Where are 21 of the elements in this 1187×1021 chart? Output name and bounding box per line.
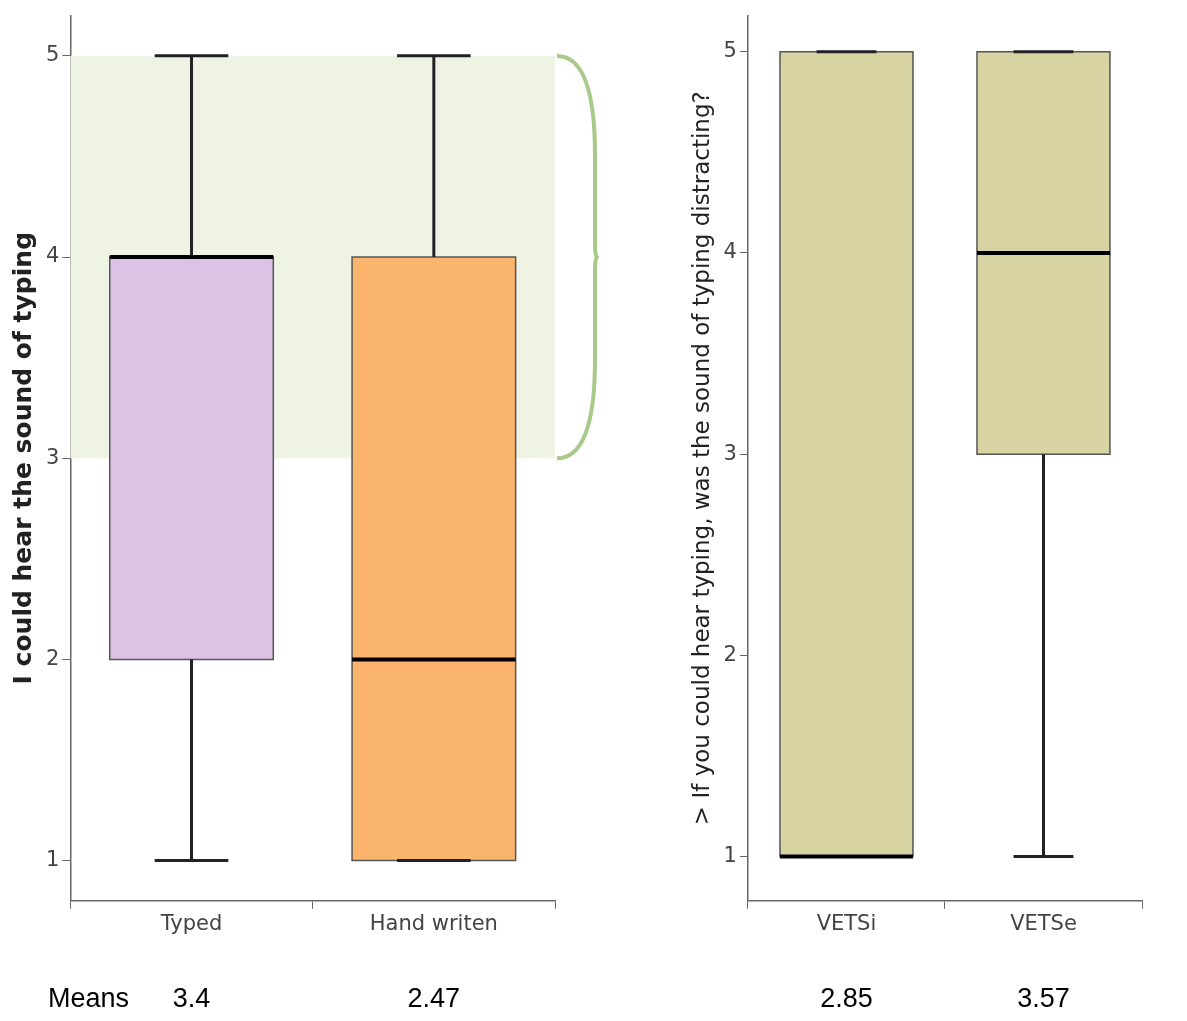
text: 2.85: [820, 983, 873, 1014]
y-tick-label: 1: [723, 842, 737, 867]
text: 3.4: [172, 983, 211, 1014]
y-tick-label: 4: [723, 239, 737, 264]
y-axis-title: > If you could hear typing, was the sound of typing distracting?: [687, 91, 714, 826]
y-tick-label: 3: [45, 444, 60, 469]
x-tick-label: VETSi: [816, 910, 877, 935]
text: Means: [48, 983, 130, 1014]
y-tick-label: 3: [723, 440, 737, 465]
x-tick-label: VETSe: [1010, 910, 1077, 935]
y-axis-title: I could hear the sound of typing: [7, 231, 37, 685]
x-tick-label: Typed: [159, 910, 223, 935]
text: 2.47: [407, 983, 461, 1014]
y-tick-label: 1: [45, 847, 60, 872]
y-tick-label: 5: [723, 38, 737, 63]
y-tick-label: 2: [723, 641, 737, 666]
y-tick-label: 5: [45, 42, 60, 67]
y-tick-label: 4: [45, 243, 60, 268]
y-tick-label: 2: [45, 645, 60, 670]
x-tick-label: Hand writen: [369, 910, 498, 935]
text: 3.57: [1017, 983, 1070, 1014]
